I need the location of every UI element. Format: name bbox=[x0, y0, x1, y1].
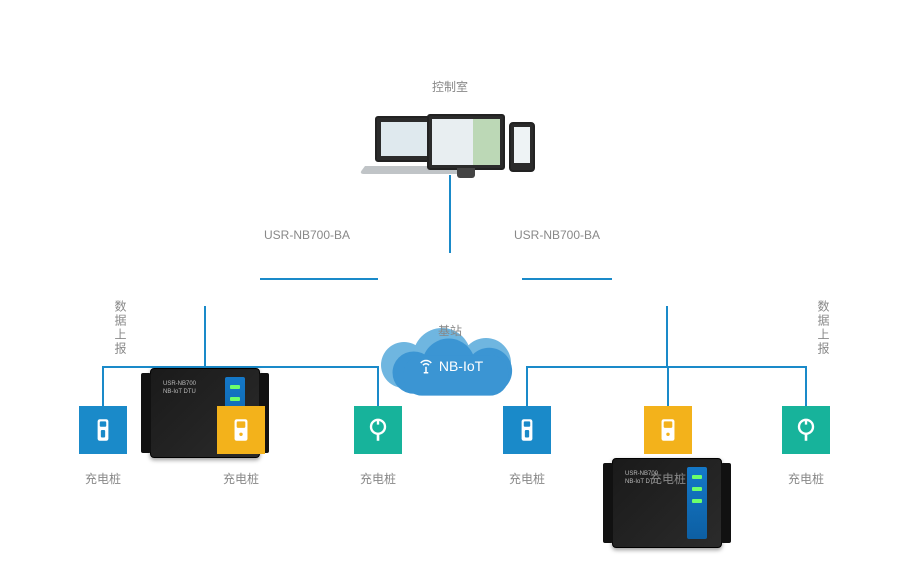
charger-label: 充电桩 bbox=[211, 470, 271, 487]
charger-icon bbox=[354, 406, 402, 454]
device-left-label: USR-NB700-BA bbox=[264, 228, 374, 242]
data-upload-right-label: 数据上报 bbox=[815, 300, 832, 356]
charger-label: 充电桩 bbox=[497, 470, 557, 487]
charger-icon bbox=[644, 406, 692, 454]
control-room-label: 控制室 bbox=[400, 78, 500, 95]
charger-label: 充电桩 bbox=[348, 470, 408, 487]
charger-icon bbox=[503, 406, 551, 454]
charger-label: 充电桩 bbox=[73, 470, 133, 487]
edge bbox=[204, 306, 206, 368]
data-upload-left-label: 数据上报 bbox=[112, 300, 129, 356]
charger-icon bbox=[217, 406, 265, 454]
edge bbox=[805, 366, 807, 408]
base-station-label: 基站 bbox=[410, 322, 490, 339]
charger-icon bbox=[782, 406, 830, 454]
edge bbox=[449, 175, 451, 253]
edge bbox=[522, 278, 612, 280]
edge bbox=[667, 366, 669, 408]
edge bbox=[102, 366, 104, 408]
device-right-label: USR-NB700-BA bbox=[514, 228, 614, 242]
edge bbox=[526, 366, 528, 408]
control-room-icon bbox=[365, 96, 535, 176]
edge bbox=[260, 278, 378, 280]
charger-label: 充电桩 bbox=[638, 470, 698, 487]
charger-icon bbox=[79, 406, 127, 454]
edge bbox=[666, 306, 668, 368]
cloud-label: NB-IoT bbox=[375, 357, 525, 378]
charger-label: 充电桩 bbox=[776, 470, 836, 487]
